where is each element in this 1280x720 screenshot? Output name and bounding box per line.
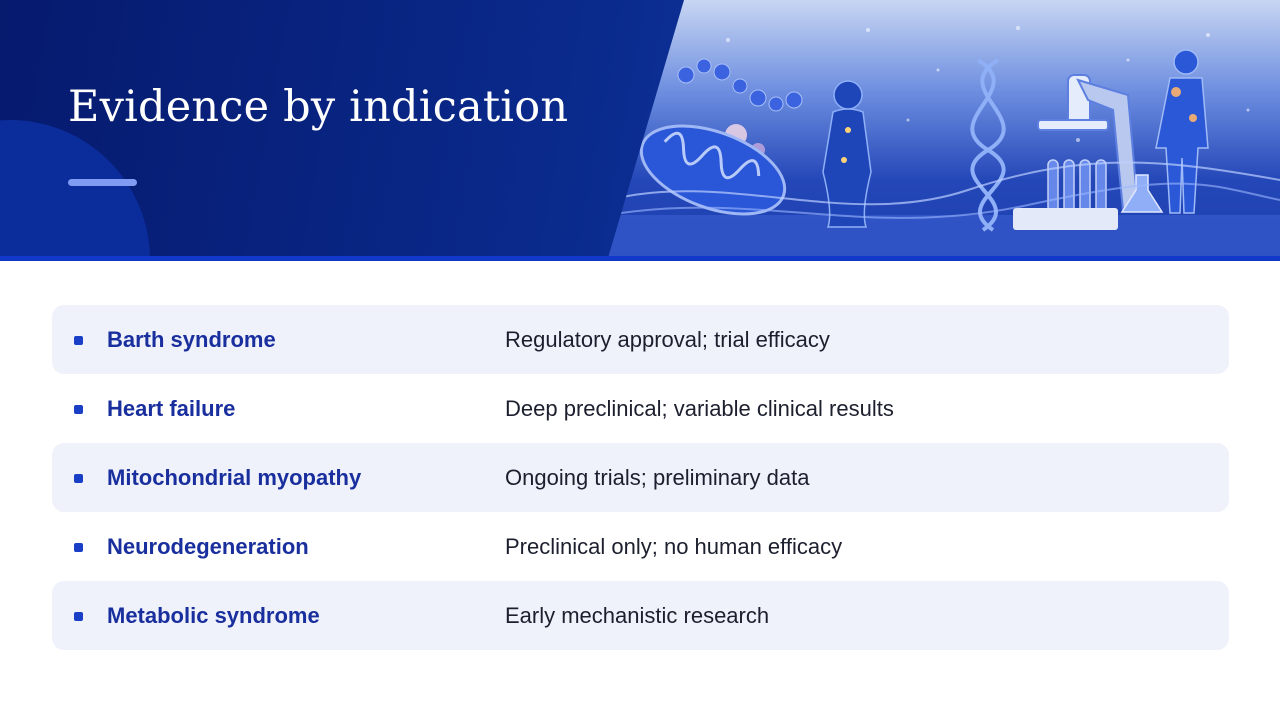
bullet-icon (74, 336, 83, 345)
evidence-description: Early mechanistic research (505, 603, 770, 628)
biomedical-illustration-icon (608, 0, 1280, 258)
slide-header: Evidence by indication (0, 0, 1280, 258)
table-row: Mitochondrial myopathy Ongoing trials; p… (52, 443, 1229, 512)
indication-table: Barth syndrome Regulatory approval; tria… (52, 305, 1229, 650)
bullet-icon (74, 474, 83, 483)
header-divider (0, 256, 1280, 261)
evidence-description: Preclinical only; no human efficacy (505, 534, 843, 559)
indication-label: Mitochondrial myopathy (107, 465, 362, 490)
indication-label: Barth syndrome (107, 327, 276, 352)
table-row: Metabolic syndrome Early mechanistic res… (52, 581, 1229, 650)
indication-label: Metabolic syndrome (107, 603, 320, 628)
title-accent-bar (68, 179, 137, 186)
bullet-icon (74, 543, 83, 552)
table-row: Barth syndrome Regulatory approval; tria… (52, 305, 1229, 374)
table-row: Heart failure Deep preclinical; variable… (52, 374, 1229, 443)
evidence-description: Deep preclinical; variable clinical resu… (505, 396, 894, 421)
table-row: Neurodegeneration Preclinical only; no h… (52, 512, 1229, 581)
evidence-description: Regulatory approval; trial efficacy (505, 327, 830, 352)
page-title: Evidence by indication (68, 82, 569, 132)
evidence-description: Ongoing trials; preliminary data (505, 465, 810, 490)
indication-label: Heart failure (107, 396, 236, 421)
indication-label: Neurodegeneration (107, 534, 309, 559)
bullet-icon (74, 612, 83, 621)
bullet-icon (74, 405, 83, 414)
decorative-circle (0, 120, 150, 258)
